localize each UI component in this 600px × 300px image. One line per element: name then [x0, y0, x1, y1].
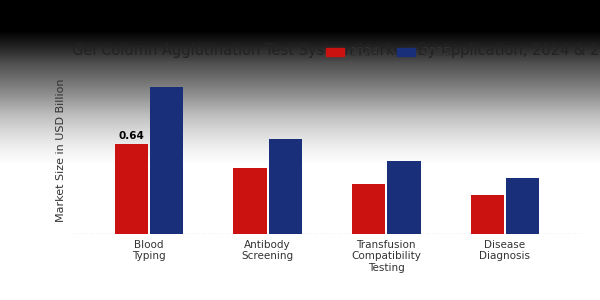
Text: Gel Column Agglutination Test System Market, By Application, 2024 & 2035: Gel Column Agglutination Test System Mar…	[72, 43, 600, 58]
Legend: 2024, 2035: 2024, 2035	[321, 42, 455, 64]
Y-axis label: Market Size in USD Billion: Market Size in USD Billion	[56, 78, 67, 222]
Bar	[506, 178, 539, 234]
Bar	[269, 139, 302, 234]
Bar	[470, 195, 504, 234]
Text: 0.64: 0.64	[118, 131, 144, 141]
Bar	[150, 87, 184, 234]
Bar	[115, 144, 148, 234]
Bar	[352, 184, 385, 234]
Bar	[233, 168, 266, 234]
Bar	[388, 161, 421, 234]
